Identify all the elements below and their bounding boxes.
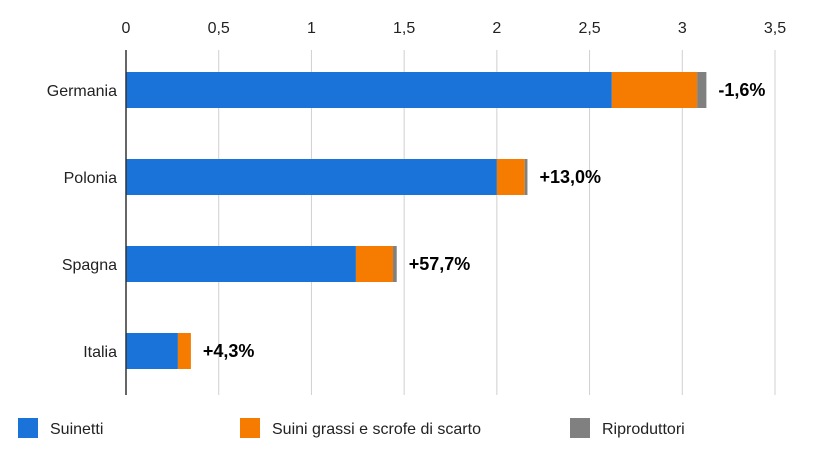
- category-label: Italia: [83, 344, 117, 361]
- bar-segment-polonia-0: [126, 159, 497, 195]
- legend-label: Suini grassi e scrofe di scarto: [272, 421, 481, 438]
- labels: Germania -1,6% Polonia +13,0% Spagna +57,7% It…: [47, 80, 766, 361]
- bar-segment-spagna-2: [393, 246, 397, 282]
- x-tick-label: 0: [122, 20, 131, 37]
- category-label: Polonia: [64, 170, 117, 187]
- bar-segment-spagna-1: [355, 246, 394, 282]
- legend-swatch: [240, 418, 260, 438]
- bar-segment-germania-2: [697, 72, 707, 108]
- data-label: -1,6%: [718, 80, 765, 100]
- bar-segment-spagna-0: [126, 246, 356, 282]
- x-tick-label: 2: [492, 20, 501, 37]
- bar-segment-germania-0: [126, 72, 612, 108]
- x-tick-label: 0,5: [208, 20, 230, 37]
- bar-segment-polonia-1: [496, 159, 525, 195]
- axes: 0 0,5 1 1,5 2 2,5 3 3,5: [122, 20, 786, 395]
- x-tick-label: 3,5: [764, 20, 786, 37]
- legend-swatch: [18, 418, 38, 438]
- legend-swatch: [570, 418, 590, 438]
- x-tick-label: 1,5: [393, 20, 415, 37]
- bar-segment-italia-0: [126, 333, 178, 369]
- x-tick-label: 3: [678, 20, 687, 37]
- legend-label: Riproduttori: [602, 421, 685, 438]
- legend: Suinetti Suini grassi e scrofe di scarto R…: [18, 418, 685, 438]
- bar-segment-polonia-2: [524, 159, 528, 195]
- category-label: Spagna: [62, 257, 117, 274]
- bars: [126, 72, 707, 369]
- legend-label: Suinetti: [50, 421, 103, 438]
- category-label: Germania: [47, 83, 117, 100]
- data-label: +57,7%: [409, 254, 471, 274]
- data-label: +4,3%: [203, 341, 255, 361]
- x-tick-label: 1: [307, 20, 316, 37]
- x-tick-label: 2,5: [578, 20, 600, 37]
- data-label: +13,0%: [539, 167, 601, 187]
- bar-segment-germania-1: [611, 72, 698, 108]
- bar-segment-italia-1: [177, 333, 191, 369]
